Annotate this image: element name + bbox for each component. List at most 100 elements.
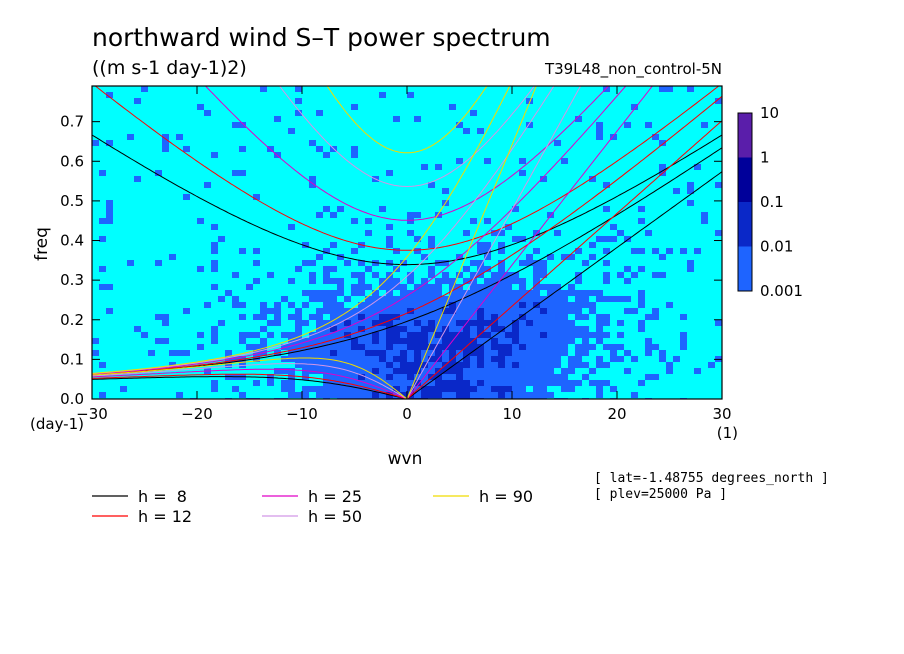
spectrum-cell: [211, 182, 219, 189]
spectrum-cell: [428, 86, 436, 93]
spectrum-cell: [92, 188, 100, 195]
spectrum-cell: [232, 98, 240, 105]
dispersion-curve-rossby-8: [92, 376, 408, 399]
spectrum-cell: [323, 200, 331, 207]
spectrum-cell: [645, 164, 653, 171]
spectrum-cell: [309, 272, 317, 279]
spectrum-cell: [568, 266, 576, 273]
spectrum-cell: [295, 242, 303, 249]
spectrum-cell: [435, 242, 443, 249]
spectrum-cell: [176, 392, 184, 399]
spectrum-cell: [673, 350, 681, 357]
spectrum-cell: [701, 230, 709, 237]
spectrum-cell: [610, 140, 618, 147]
spectrum-cell: [708, 374, 716, 381]
spectrum-cell: [351, 380, 359, 387]
spectrum-cell: [680, 170, 688, 177]
spectrum-cell: [624, 386, 632, 393]
spectrum-cell: [666, 272, 674, 279]
spectrum-cell: [659, 194, 667, 201]
spectrum-cell: [330, 326, 338, 333]
spectrum-cell: [659, 128, 667, 135]
spectrum-cell: [344, 224, 352, 231]
spectrum-cell: [393, 98, 401, 105]
spectrum-cell: [407, 326, 415, 333]
spectrum-cell: [456, 266, 464, 273]
spectrum-cell: [708, 110, 716, 117]
spectrum-cell: [484, 212, 492, 219]
spectrum-cell: [267, 104, 275, 111]
spectrum-cell: [400, 392, 408, 399]
spectrum-cell: [344, 194, 352, 201]
spectrum-cell: [561, 272, 569, 279]
spectrum-cell: [337, 170, 345, 177]
spectrum-cell: [281, 308, 289, 315]
spectrum-cell: [568, 290, 576, 297]
spectrum-cell: [540, 188, 548, 195]
spectrum-cell: [645, 284, 653, 291]
spectrum-cell: [484, 122, 492, 129]
spectrum-cell: [92, 194, 100, 201]
spectrum-cell: [659, 230, 667, 237]
spectrum-cell: [603, 356, 611, 363]
spectrum-cell: [127, 188, 135, 195]
spectrum-cell: [183, 278, 191, 285]
spectrum-cell: [638, 392, 646, 399]
spectrum-cell: [659, 110, 667, 117]
spectrum-cell: [106, 302, 114, 309]
spectrum-cell: [505, 344, 513, 351]
spectrum-cell: [190, 104, 198, 111]
spectrum-cell: [484, 116, 492, 123]
spectrum-cell: [652, 272, 660, 279]
spectrum-cell: [183, 284, 191, 291]
spectrum-cell: [484, 302, 492, 309]
spectrum-cell: [407, 278, 415, 285]
spectrum-cell: [204, 392, 212, 399]
spectrum-cell: [148, 98, 156, 105]
spectrum-cell: [358, 284, 366, 291]
spectrum-cell: [491, 110, 499, 117]
spectrum-cell: [652, 218, 660, 225]
spectrum-cell: [652, 194, 660, 201]
spectrum-cell: [372, 236, 380, 243]
spectrum-cell: [134, 338, 142, 345]
spectrum-cell: [568, 254, 576, 261]
spectrum-cell: [407, 368, 415, 375]
spectrum-cell: [652, 386, 660, 393]
spectrum-cell: [512, 290, 520, 297]
spectrum-cell: [666, 260, 674, 267]
spectrum-cell: [687, 206, 695, 213]
spectrum-cell: [421, 134, 429, 141]
spectrum-cell: [302, 326, 310, 333]
spectrum-cell: [246, 158, 254, 165]
spectrum-cell: [316, 278, 324, 285]
spectrum-cell: [232, 116, 240, 123]
spectrum-cell: [624, 152, 632, 159]
spectrum-cell: [316, 212, 324, 219]
spectrum-cell: [540, 350, 548, 357]
spectrum-cell: [253, 386, 261, 393]
spectrum-cell: [617, 248, 625, 255]
spectrum-cell: [99, 152, 107, 159]
spectrum-cell: [484, 248, 492, 255]
spectrum-cell: [337, 284, 345, 291]
spectrum-cell: [589, 284, 597, 291]
spectrum-cell: [505, 146, 513, 153]
spectrum-cell: [295, 236, 303, 243]
spectrum-cell: [708, 140, 716, 147]
spectrum-cell: [533, 206, 541, 213]
spectrum-cell: [610, 152, 618, 159]
spectrum-cell: [316, 176, 324, 183]
spectrum-cell: [183, 164, 191, 171]
spectrum-cell: [358, 206, 366, 213]
spectrum-cell: [274, 104, 282, 111]
spectrum-cell: [435, 266, 443, 273]
spectrum-cell: [372, 188, 380, 195]
spectrum-cell: [561, 296, 569, 303]
spectrum-cell: [568, 326, 576, 333]
spectrum-cell: [659, 302, 667, 309]
spectrum-cell: [106, 194, 114, 201]
spectrum-cell: [120, 194, 128, 201]
spectrum-cell: [680, 326, 688, 333]
spectrum-cell: [218, 362, 226, 369]
